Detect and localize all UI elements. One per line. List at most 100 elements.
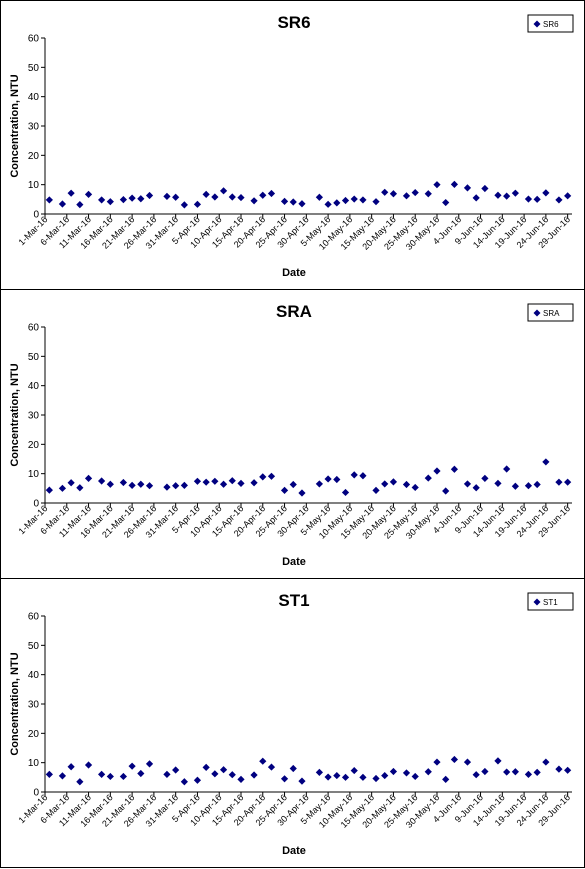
data-point xyxy=(433,467,441,475)
data-point xyxy=(533,195,541,203)
y-tick-label: 60 xyxy=(28,612,40,623)
chart-panel-sra: SRA 0 10 20 30 40 50 60 1-Mar-16 6-Mar-16 11-Mar-1… xyxy=(0,289,585,579)
data-point xyxy=(84,761,93,769)
data-point xyxy=(76,201,84,209)
data-point xyxy=(45,196,53,204)
data-point xyxy=(211,193,219,201)
data-point xyxy=(228,193,236,201)
y-tick-label: 0 xyxy=(33,210,39,221)
data-point xyxy=(555,765,563,773)
data-point xyxy=(298,489,306,497)
data-point xyxy=(280,486,289,494)
data-point xyxy=(433,758,441,766)
data-point xyxy=(372,486,380,494)
data-point xyxy=(219,480,228,488)
data-point xyxy=(524,770,533,778)
data-point xyxy=(280,197,289,205)
data-point xyxy=(350,471,358,479)
data-point xyxy=(533,768,541,776)
legend-marker xyxy=(533,20,541,28)
data-point xyxy=(511,768,519,776)
data-point xyxy=(228,771,236,779)
data-point xyxy=(542,758,550,766)
y-tick-label: 50 xyxy=(28,63,40,74)
data-point xyxy=(450,180,459,188)
data-point xyxy=(259,473,267,481)
y-tick-label: 60 xyxy=(28,323,40,334)
data-point xyxy=(250,197,258,205)
data-point xyxy=(267,763,276,771)
data-point xyxy=(333,475,341,484)
legend-marker xyxy=(533,309,541,317)
data-point xyxy=(494,191,502,199)
data-point xyxy=(163,192,171,200)
data-point xyxy=(259,757,267,765)
data-point xyxy=(193,477,202,485)
data-point xyxy=(128,762,136,770)
data-point xyxy=(172,482,180,490)
data-point xyxy=(372,198,380,206)
data-point xyxy=(228,477,236,485)
data-point xyxy=(350,195,358,203)
legend: SR6 xyxy=(527,14,574,33)
data-point xyxy=(481,767,489,776)
data-point xyxy=(372,774,380,783)
y-tick-label: 30 xyxy=(28,122,40,133)
data-point xyxy=(106,480,114,488)
data-point xyxy=(381,480,389,488)
legend-box xyxy=(527,592,574,611)
data-point xyxy=(341,773,350,781)
chart-title: SRA xyxy=(276,302,312,321)
data-point xyxy=(381,771,389,780)
legend-label: ST1 xyxy=(543,598,558,607)
data-point xyxy=(45,486,53,494)
data-point xyxy=(58,772,67,780)
data-point xyxy=(267,189,276,198)
data-point xyxy=(564,766,572,774)
data-point xyxy=(67,189,75,197)
data-point xyxy=(503,768,511,776)
data-point xyxy=(389,190,398,198)
data-point xyxy=(511,189,519,197)
data-point xyxy=(450,755,459,764)
data-point xyxy=(180,201,188,209)
data-point xyxy=(289,198,297,206)
data-point xyxy=(180,481,188,489)
y-tick-label: 20 xyxy=(28,729,40,740)
data-point xyxy=(267,472,276,480)
data-point xyxy=(481,184,489,193)
y-tick-label: 20 xyxy=(28,151,40,162)
data-point xyxy=(555,196,563,204)
data-point xyxy=(298,200,306,208)
y-tick-label: 40 xyxy=(28,670,40,681)
data-point xyxy=(180,778,188,786)
data-point xyxy=(67,479,75,487)
data-point xyxy=(442,487,450,495)
data-point xyxy=(172,766,180,774)
data-point xyxy=(402,192,411,200)
data-point xyxy=(411,483,419,492)
data-point xyxy=(84,190,93,198)
data-point xyxy=(137,769,145,778)
data-point xyxy=(381,188,389,196)
data-point xyxy=(564,478,572,486)
data-point xyxy=(350,766,358,775)
y-tick-label: 40 xyxy=(28,92,40,103)
data-point xyxy=(533,480,541,489)
data-point xyxy=(250,771,258,779)
y-axis-label: Concentration, NTU xyxy=(9,363,21,466)
data-point xyxy=(424,190,432,198)
data-point xyxy=(481,474,489,482)
data-point xyxy=(137,480,145,488)
data-point xyxy=(463,184,472,192)
chart-panel-st1: ST1 0 10 20 30 40 50 60 1-Mar-16 6-Mar-16 11-Mar-1… xyxy=(0,578,585,868)
x-axis-label: Date xyxy=(282,556,306,568)
data-point xyxy=(402,480,411,489)
chart-title: SR6 xyxy=(277,13,310,32)
chart-title: ST1 xyxy=(278,591,309,610)
y-tick-label: 50 xyxy=(28,641,40,652)
y-tick-label: 10 xyxy=(28,469,40,480)
data-point xyxy=(219,187,228,195)
y-tick-label: 20 xyxy=(28,440,40,451)
data-point xyxy=(359,773,367,781)
